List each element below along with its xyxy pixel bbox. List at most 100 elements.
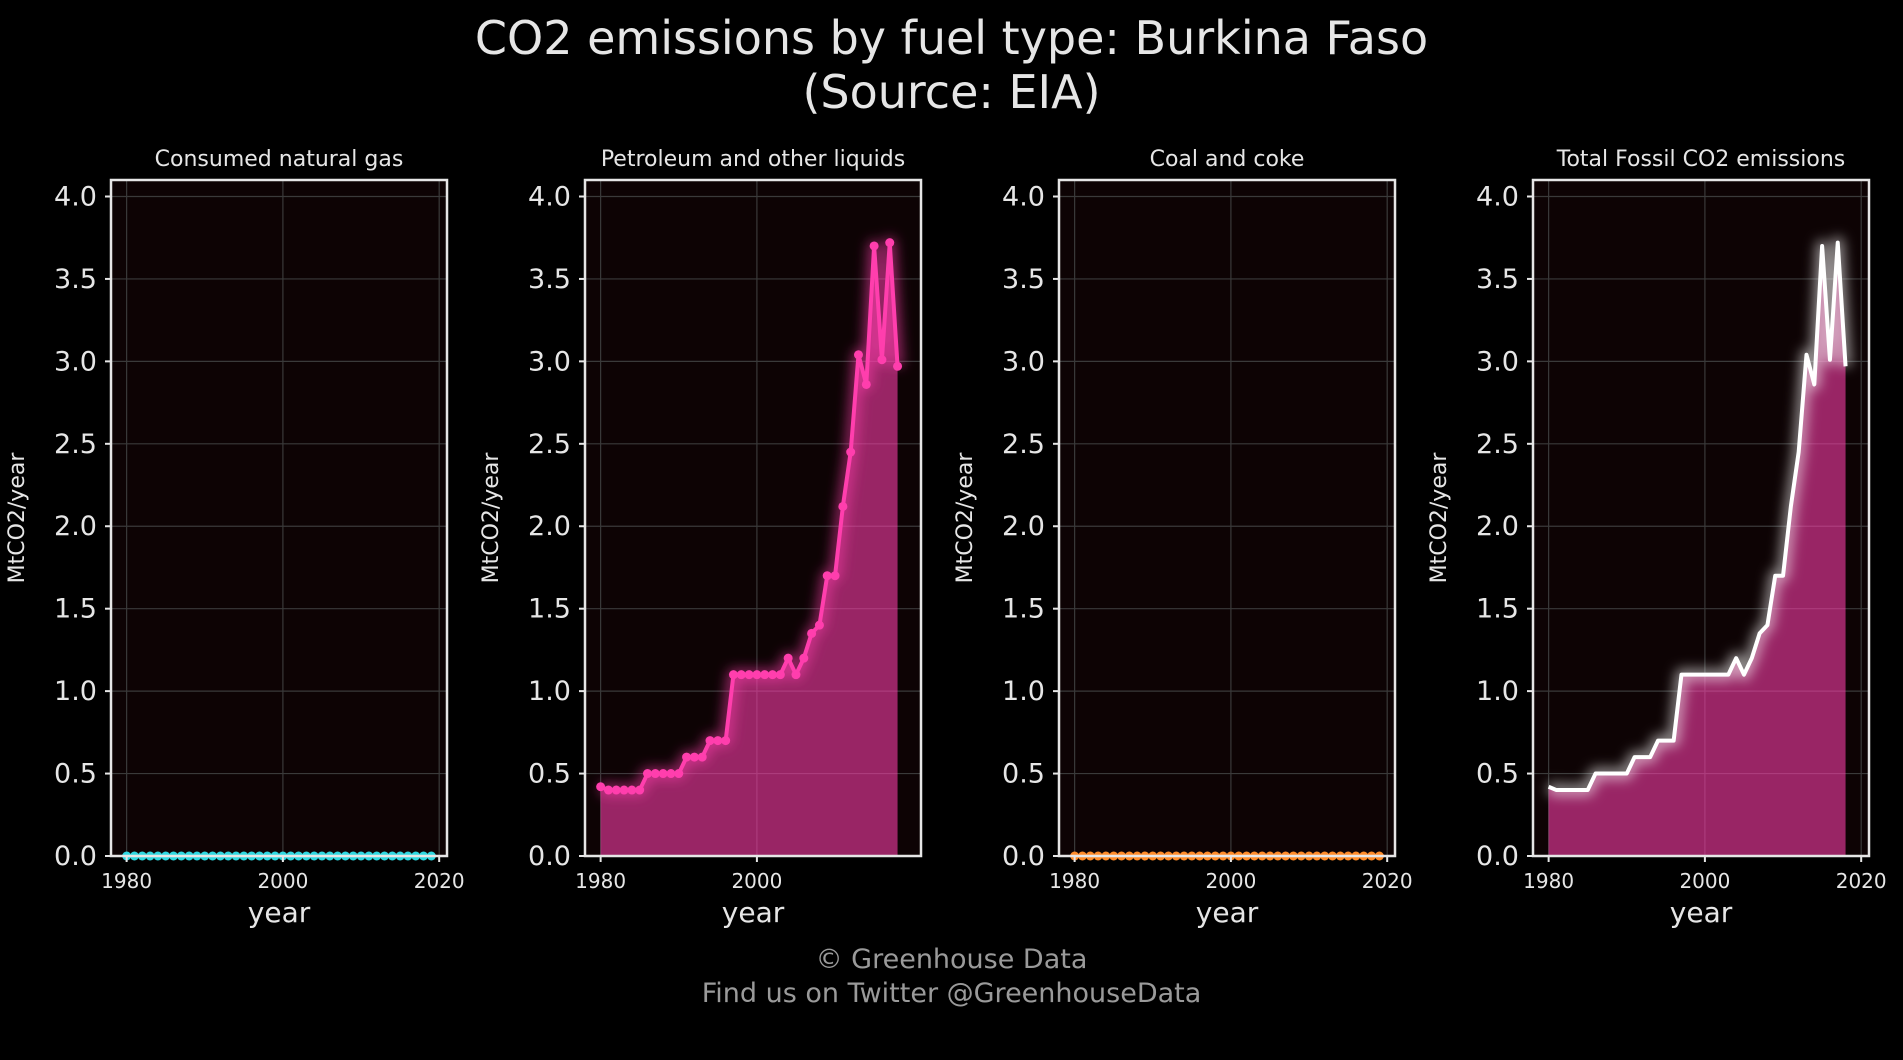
- data-point: [893, 361, 903, 371]
- y-tick-label: 1.0: [54, 676, 97, 707]
- y-tick-label: 0.0: [528, 841, 571, 872]
- y-tick-label: 3.0: [1476, 346, 1519, 377]
- data-point: [830, 571, 840, 581]
- x-tick-label: 2000: [731, 869, 782, 893]
- plot-area: [1059, 180, 1395, 856]
- plot-frame: [109, 178, 449, 858]
- data-point: [596, 782, 606, 792]
- x-tick-label: 1980: [1049, 869, 1100, 893]
- chart-title: CO2 emissions by fuel type: Burkina Faso: [474, 11, 1429, 65]
- y-tick-label: 2.0: [528, 511, 571, 542]
- y-tick-label: 0.0: [1002, 841, 1045, 872]
- x-tick-label: 1980: [101, 869, 152, 893]
- panel-title: Consumed natural gas: [155, 147, 404, 172]
- data-point: [807, 628, 817, 638]
- data-point: [643, 769, 653, 779]
- data-point: [666, 769, 676, 779]
- data-point: [760, 670, 770, 680]
- chart-subtitle: (Source: EIA): [802, 65, 1101, 119]
- data-point: [603, 785, 613, 795]
- y-tick-label: 0.5: [54, 759, 97, 790]
- data-point: [650, 769, 660, 779]
- y-tick-label: 3.5: [1002, 264, 1045, 295]
- data-point: [674, 769, 684, 779]
- data-point: [885, 238, 895, 248]
- data-point: [791, 670, 801, 680]
- y-tick-label: 2.5: [1476, 429, 1519, 460]
- y-axis-label: MtCO2/year: [953, 452, 978, 584]
- y-tick-label: 3.5: [528, 264, 571, 295]
- data-point: [853, 350, 863, 360]
- y-tick-label: 3.5: [1476, 264, 1519, 295]
- data-point: [619, 785, 629, 795]
- y-tick-label: 1.0: [528, 676, 571, 707]
- y-tick-label: 2.5: [528, 429, 571, 460]
- data-point: [728, 670, 738, 680]
- data-point: [822, 571, 832, 581]
- data-point: [744, 670, 754, 680]
- x-tick-label: 2000: [1205, 869, 1256, 893]
- y-tick-label: 0.0: [54, 841, 97, 872]
- data-point: [627, 785, 637, 795]
- data-point: [697, 752, 707, 762]
- y-tick-label: 1.0: [1476, 676, 1519, 707]
- y-tick-label: 3.0: [1002, 346, 1045, 377]
- data-point: [783, 653, 793, 663]
- y-tick-label: 1.5: [1476, 594, 1519, 625]
- panel-title: Coal and coke: [1150, 147, 1305, 172]
- y-axis-label: MtCO2/year: [5, 452, 30, 584]
- y-axis-label: MtCO2/year: [479, 452, 504, 584]
- data-point: [682, 752, 692, 762]
- plot-frame: [1057, 178, 1397, 858]
- data-point: [768, 670, 778, 680]
- data-point: [814, 620, 824, 630]
- y-tick-label: 3.0: [528, 346, 571, 377]
- y-tick-label: 0.0: [1476, 841, 1519, 872]
- data-point: [869, 241, 879, 251]
- y-tick-label: 0.5: [1476, 759, 1519, 790]
- series-line: [1547, 240, 1848, 793]
- data-point: [635, 785, 645, 795]
- x-tick-label: 2000: [257, 869, 308, 893]
- series-area: [1548, 242, 1846, 856]
- y-tick-label: 0.5: [528, 759, 571, 790]
- x-axis-label: year: [248, 896, 311, 929]
- footer-copyright: © Greenhouse Data: [815, 944, 1088, 975]
- y-tick-label: 4.0: [528, 181, 571, 212]
- data-point: [689, 752, 699, 762]
- plot-area: [111, 180, 447, 856]
- y-axis-label: MtCO2/year: [1427, 452, 1452, 584]
- data-point: [658, 769, 668, 779]
- charts-canvas: 0.0 0.5 1.0 1.5 2.0 2.5 3.0 3.5 4.0 1980 2000 2020 C…: [5, 147, 1887, 929]
- data-point: [877, 355, 887, 365]
- data-point: [705, 736, 715, 746]
- data-point: [736, 670, 746, 680]
- y-tick-label: 0.5: [1002, 759, 1045, 790]
- data-point: [752, 670, 762, 680]
- y-tick-label: 2.5: [1002, 429, 1045, 460]
- x-axis-label: year: [722, 896, 785, 929]
- y-tick-label: 4.0: [1002, 181, 1045, 212]
- chart-panel-1: 0.0 0.5 1.0 1.5 2.0 2.5 3.0 3.5 4.0 1980 2000 2020 C…: [5, 147, 465, 929]
- x-axis-label: year: [1670, 896, 1733, 929]
- data-point: [838, 501, 848, 511]
- y-tick-label: 1.0: [1002, 676, 1045, 707]
- chart-panel-4: 0.0 0.5 1.0 1.5 2.0 2.5 3.0 3.5 4.0 1980 2000 2020 T…: [1427, 147, 1887, 929]
- chart-panel-2: 0.0 0.5 1.0 1.5 2.0 2.5 3.0 3.5 4.0 1980 2000 Petro…: [479, 147, 923, 929]
- x-axis-label: year: [1196, 896, 1259, 929]
- data-point: [611, 785, 621, 795]
- x-tick-label: 2020: [414, 869, 465, 893]
- plot-frame: [1531, 178, 1871, 858]
- series-area: [600, 242, 898, 856]
- y-tick-label: 2.5: [54, 429, 97, 460]
- y-tick-label: 4.0: [1476, 181, 1519, 212]
- x-tick-label: 2020: [1362, 869, 1413, 893]
- plot-frame: [583, 178, 923, 858]
- y-tick-label: 3.5: [54, 264, 97, 295]
- data-point: [861, 379, 871, 389]
- y-tick-label: 1.5: [54, 594, 97, 625]
- chart-panel-3: 0.0 0.5 1.0 1.5 2.0 2.5 3.0 3.5 4.0 1980 2000 2020 C…: [953, 147, 1413, 929]
- x-tick-label: 2020: [1836, 869, 1887, 893]
- footer-twitter: Find us on Twitter @GreenhouseData: [701, 978, 1202, 1009]
- x-tick-label: 1980: [1523, 869, 1574, 893]
